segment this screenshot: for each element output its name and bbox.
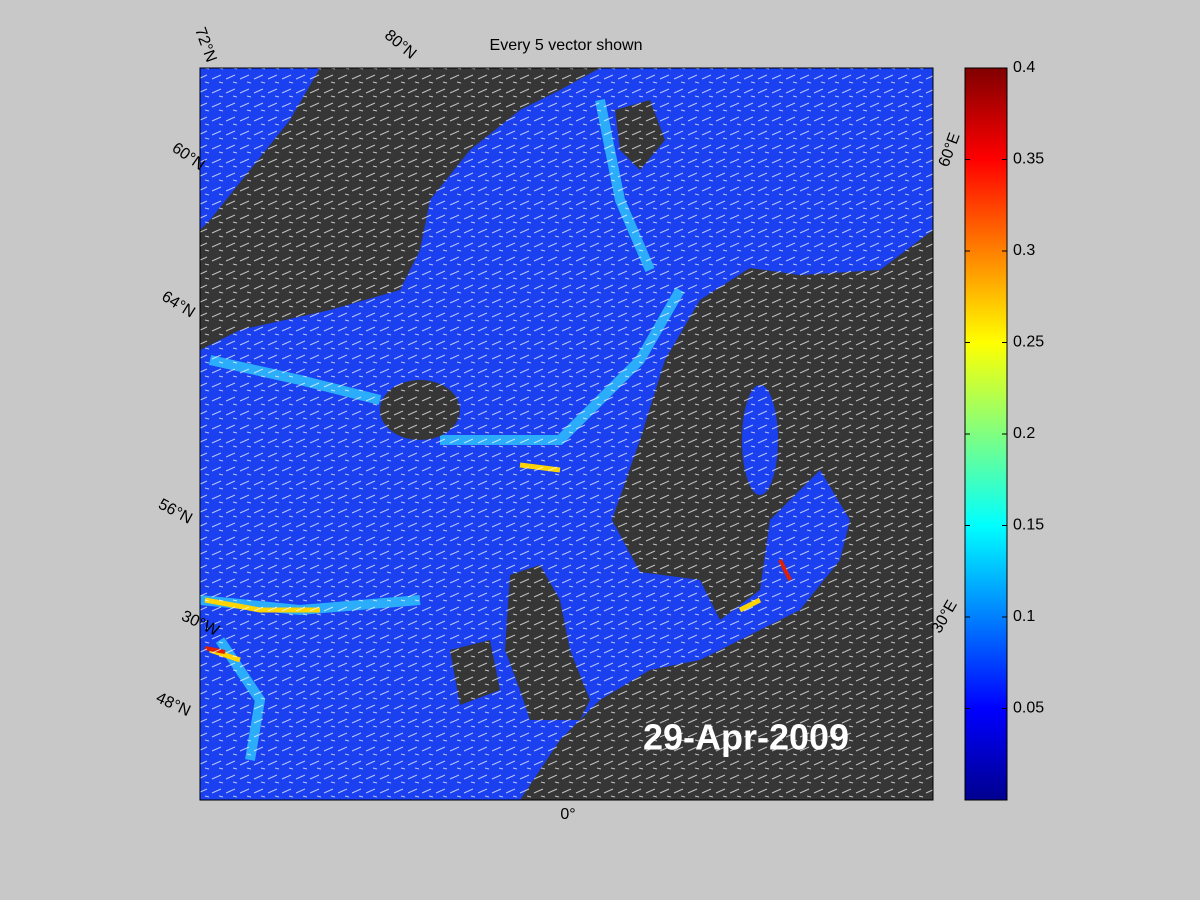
date-label: 29-Apr-2009 (643, 717, 849, 758)
title: Every 5 vector shown (490, 37, 643, 54)
lat-label: 48°N (153, 689, 193, 720)
tick-label: 0.15 (1013, 517, 1044, 534)
lat-label: 80°N (381, 27, 419, 63)
tick-label: 0.2 (1013, 425, 1035, 442)
lat-label: 72°N (191, 25, 219, 64)
lon-label: 30°E (929, 598, 961, 637)
tick-label: 0.3 (1013, 242, 1035, 259)
tick-label: 0.05 (1013, 700, 1044, 717)
map (200, 68, 933, 800)
vectors (200, 68, 933, 800)
tick-label: 0.35 (1013, 151, 1044, 168)
lon-label: 60°E (936, 131, 964, 170)
tick-label: 0.4 (1013, 59, 1035, 76)
map-frame (199, 67, 934, 801)
colorbar-ticks: 0.05 0.1 0.15 0.2 0.25 0.3 0.35 0.4 (965, 59, 1044, 717)
lat-label: 64°N (158, 288, 197, 321)
tick-label: 0.1 (1013, 608, 1035, 625)
colorbar (964, 67, 1008, 801)
lat-label: 56°N (155, 496, 195, 528)
lon-label: 0° (560, 806, 575, 823)
tick-label: 0.25 (1013, 334, 1044, 351)
